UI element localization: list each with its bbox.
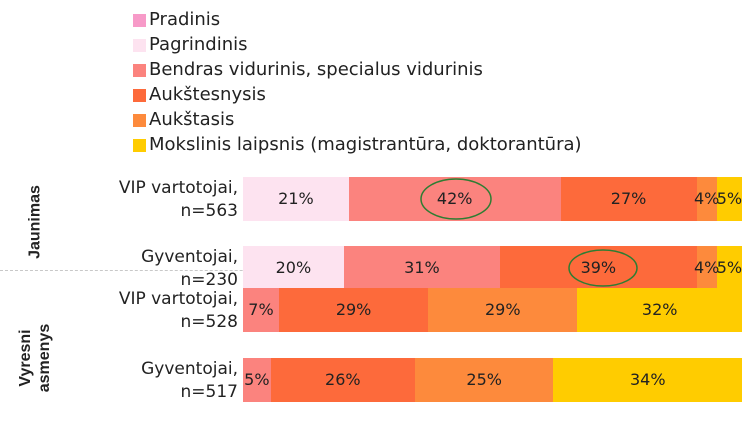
data-label: 4%: [694, 258, 720, 277]
data-label: 21%: [278, 189, 314, 208]
bar-segment: [696, 246, 717, 290]
legend-label: Bendras vidurinis, specialus vidurinis: [149, 59, 483, 80]
data-label: 29%: [485, 300, 521, 319]
bar-segment: [428, 288, 578, 332]
bar-segment: [716, 246, 742, 290]
data-label: 25%: [466, 370, 502, 389]
legend-label: Aukštesnysis: [149, 84, 266, 105]
legend-label: Aukštasis: [149, 109, 235, 130]
bar-segment: [343, 246, 501, 290]
legend-swatch: [133, 139, 146, 152]
data-label: 39%: [580, 258, 617, 277]
legend-swatch: [133, 64, 146, 77]
legend-swatch: [133, 89, 146, 102]
data-label: 5%: [716, 258, 742, 277]
data-label: 26%: [325, 370, 361, 389]
category-label: Gyventojai, n=517: [141, 359, 238, 402]
data-label: 42%: [436, 189, 473, 208]
bar-segment: [243, 246, 344, 290]
bar-segment: [414, 358, 554, 402]
bar-segment: [243, 288, 279, 332]
bar-segment: [716, 177, 742, 221]
legend-label: Pradinis: [149, 9, 221, 30]
data-label: 34%: [629, 370, 666, 389]
data-label: 5%: [244, 370, 270, 389]
bar-segment: [243, 177, 349, 221]
data-label: 4%: [694, 189, 720, 208]
data-label: 20%: [275, 258, 312, 277]
data-label: 5%: [716, 189, 742, 208]
bar-segment: [553, 358, 742, 402]
data-label: 7%: [248, 300, 274, 319]
data-label: 27%: [610, 189, 647, 208]
legend-swatch: [133, 114, 146, 127]
bar-segment: [560, 177, 697, 221]
category-label: Gyventojai, n=230: [141, 247, 238, 290]
bar-segment: [270, 358, 415, 402]
bar-segment: [577, 288, 742, 332]
bar-segment: [696, 177, 717, 221]
bar-segment: [243, 358, 271, 402]
legend-swatch: [133, 39, 146, 52]
data-label: 29%: [335, 300, 372, 319]
legend-label: Mokslinis laipsnis (magistrantūra, dokto…: [149, 134, 582, 155]
data-label: 32%: [641, 300, 678, 319]
legend-label: Pagrindinis: [149, 34, 248, 55]
category-label: VIP vartotojai, n=563: [118, 178, 238, 221]
data-label: 31%: [404, 258, 440, 277]
legend-swatch: [133, 14, 146, 27]
category-label: VIP vartotojai, n=528: [118, 289, 238, 332]
bar-segment: [279, 288, 429, 332]
